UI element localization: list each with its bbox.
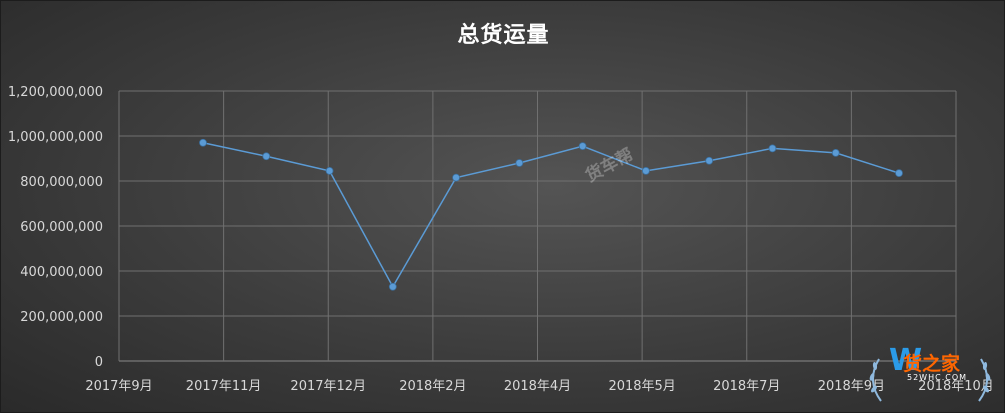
data-point <box>705 156 714 165</box>
data-point <box>578 142 587 151</box>
x-tick-label: 2018年4月 <box>504 379 571 394</box>
data-point <box>642 166 650 175</box>
x-tick-label: 2018年10月 <box>918 379 994 394</box>
data-point <box>325 166 334 175</box>
x-tick-label: 2018年9月 <box>818 379 885 394</box>
y-tick-label: 200,000,000 <box>20 310 103 325</box>
data-point <box>515 159 524 167</box>
series-line <box>202 142 900 289</box>
data-point <box>452 173 460 182</box>
data-point <box>199 138 207 147</box>
data-point <box>262 152 271 161</box>
laurel-icon <box>869 358 991 402</box>
logo-letter: W <box>889 343 923 378</box>
x-tick-label: 2017年11月 <box>186 379 262 394</box>
data-point <box>768 144 777 153</box>
x-tick-label: 2018年5月 <box>608 379 675 394</box>
chart-title: 总货运量 <box>457 23 550 48</box>
y-tick-label: 0 <box>95 355 103 370</box>
x-tick-label: 2018年2月 <box>399 379 466 394</box>
y-tick-label: 800,000,000 <box>20 175 103 190</box>
data-point <box>831 148 840 157</box>
series-layer <box>199 138 903 291</box>
x-tick-label: 2017年9月 <box>85 379 152 394</box>
grid-layer <box>118 90 957 362</box>
y-tick-label: 1,000,000,000 <box>8 130 103 145</box>
data-point <box>895 169 903 178</box>
logo-name: 货之家 <box>903 353 961 375</box>
logo-subtitle: 52WHC.COM <box>907 373 968 382</box>
x-tick-label: 2017年12月 <box>290 379 366 394</box>
x-tick-label: 2018年7月 <box>713 379 780 394</box>
y-tick-label: 600,000,000 <box>20 220 103 235</box>
data-point <box>388 282 397 291</box>
y-tick-label: 400,000,000 <box>20 265 103 280</box>
site-logo: W 货之家 52WHC.COM <box>861 341 1001 411</box>
y-tick-label: 1,200,000,000 <box>8 85 103 100</box>
y-axis: 0 200,000,000 400,000,000 600,000,000 800,00… <box>8 85 103 370</box>
x-axis: 2017年9月 2017年11月 2017年12月 2018年2月 2018年4月 201… <box>85 379 994 394</box>
